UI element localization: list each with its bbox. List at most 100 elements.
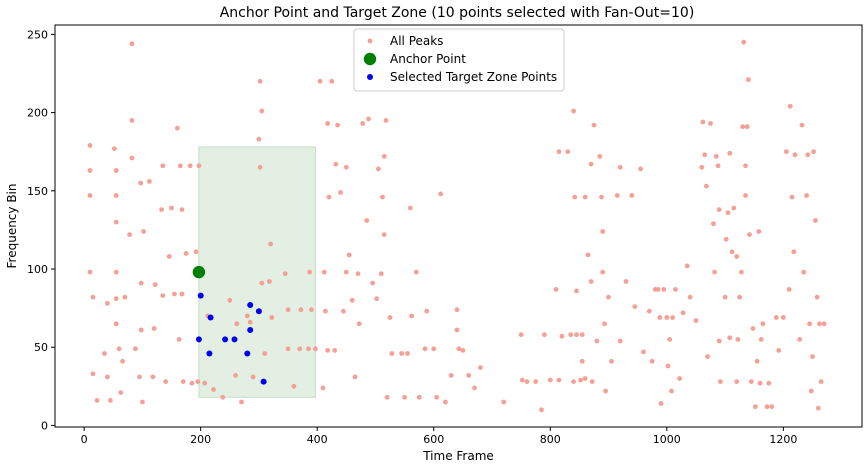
point-series-0 (582, 194, 588, 200)
y-tick-label: 250 (27, 28, 48, 41)
point-series-0 (658, 401, 664, 406)
point-series-0 (680, 310, 686, 316)
point-series-0 (105, 301, 110, 306)
point-series-0 (741, 39, 747, 45)
point-series-0 (113, 296, 119, 302)
point-series-0 (333, 161, 339, 167)
point-series-0 (87, 143, 93, 148)
point-series-0 (805, 152, 811, 158)
point-series-0 (783, 149, 789, 155)
point-series-0 (321, 269, 327, 275)
point-series-2 (231, 336, 238, 343)
point-series-0 (381, 154, 387, 159)
x-tick-label: 1200 (769, 433, 797, 446)
point-series-0 (641, 349, 646, 355)
point-series-0 (799, 122, 805, 128)
point-series-0 (734, 379, 740, 384)
point-series-0 (90, 371, 96, 377)
point-series-0 (571, 108, 576, 114)
point-series-0 (320, 385, 326, 391)
point-series-0 (112, 146, 117, 152)
y-tick-label: 50 (34, 341, 48, 354)
point-series-0 (665, 363, 671, 369)
point-series-0 (734, 254, 740, 259)
point-series-0 (649, 358, 655, 364)
point-series-0 (725, 210, 731, 216)
point-series-0 (466, 373, 472, 378)
point-series-0 (722, 294, 728, 300)
point-series-0 (669, 388, 674, 394)
point-series-0 (338, 190, 343, 195)
point-series-0 (776, 348, 782, 353)
x-tick-label: 400 (307, 433, 328, 446)
x-tick-label: 1000 (653, 433, 681, 446)
point-series-0 (422, 346, 428, 352)
point-series-2 (195, 336, 202, 343)
point-series-0 (748, 379, 754, 384)
point-series-0 (747, 232, 752, 238)
point-series-0 (383, 118, 389, 123)
point-series-2 (207, 314, 214, 321)
point-series-0 (202, 380, 208, 386)
point-series-0 (556, 149, 562, 155)
point-series-0 (657, 315, 663, 320)
point-series-0 (673, 287, 678, 292)
point-series-0 (366, 116, 371, 122)
point-series-0 (259, 280, 265, 286)
point-series-0 (180, 379, 186, 384)
point-series-0 (594, 338, 600, 344)
point-series-0 (343, 164, 349, 170)
point-series-0 (600, 229, 606, 234)
point-series-0 (332, 348, 338, 353)
point-series-0 (122, 294, 128, 300)
point-series-0 (113, 168, 119, 173)
point-series-0 (731, 205, 737, 211)
point-series-0 (617, 338, 623, 344)
point-series-0 (268, 241, 273, 247)
point-series-0 (384, 394, 390, 400)
point-series-0 (758, 337, 764, 342)
point-series-0 (677, 376, 682, 381)
point-series-0 (718, 379, 723, 384)
point-series-0 (571, 379, 576, 384)
y-tick-label: 100 (27, 263, 48, 276)
point-series-0 (211, 387, 216, 392)
point-series-0 (740, 124, 745, 130)
point-series-0 (501, 399, 507, 405)
point-series-0 (187, 163, 193, 169)
point-series-2 (206, 350, 213, 357)
point-series-0 (579, 332, 585, 338)
point-series-0 (196, 163, 202, 169)
x-axis: 0 200 400 600 800 1000 1200 (81, 427, 797, 446)
point-series-0 (518, 332, 524, 338)
point-series-0 (753, 404, 758, 410)
point-series-0 (349, 297, 355, 303)
point-series-0 (704, 183, 709, 189)
point-series-0 (389, 351, 395, 356)
point-series-0 (591, 122, 597, 128)
point-series-0 (262, 351, 268, 356)
point-series-0 (326, 194, 332, 200)
point-series-0 (744, 124, 750, 130)
point-series-0 (250, 374, 256, 380)
point-series-0 (341, 308, 346, 314)
point-series-0 (792, 152, 798, 158)
point-series-0 (574, 332, 579, 338)
point-series-0 (448, 373, 454, 378)
point-series-0 (754, 358, 760, 364)
point-series-0 (105, 374, 110, 380)
point-series-0 (712, 269, 717, 275)
point-series-0 (378, 271, 384, 277)
point-series-0 (588, 161, 594, 167)
x-tick-label: 200 (190, 433, 211, 446)
point-series-0 (705, 354, 710, 359)
point-series-0 (661, 287, 667, 292)
point-series-0 (735, 337, 741, 342)
point-series-0 (169, 205, 174, 211)
point-series-0 (113, 219, 119, 225)
point-series-0 (716, 207, 722, 213)
point-series-0 (603, 388, 608, 394)
point-series-0 (323, 308, 328, 314)
point-series-0 (137, 374, 142, 380)
